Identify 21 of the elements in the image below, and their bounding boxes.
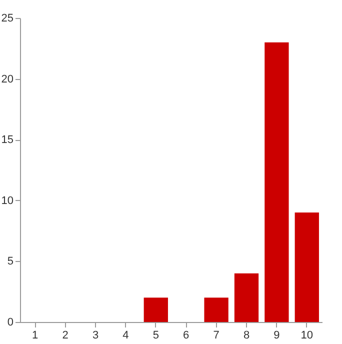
bar bbox=[144, 298, 168, 322]
y-tick-label: 15 bbox=[1, 134, 14, 146]
y-tick-label: 10 bbox=[1, 194, 14, 207]
x-tick-label: 2 bbox=[62, 330, 68, 342]
x-tick-label: 8 bbox=[243, 330, 250, 342]
x-tick-label: 5 bbox=[152, 330, 159, 342]
x-tick-label: 7 bbox=[213, 330, 220, 342]
bar bbox=[294, 212, 319, 322]
y-tick-label: 25 bbox=[1, 12, 14, 24]
y-tick-label: 5 bbox=[7, 256, 14, 268]
bar bbox=[234, 273, 259, 322]
x-tick-label: 1 bbox=[32, 330, 38, 342]
bar bbox=[204, 298, 228, 322]
y-tick-label: 20 bbox=[1, 73, 14, 86]
x-tick-label: 4 bbox=[122, 330, 129, 342]
x-tick-label: 3 bbox=[92, 330, 99, 342]
x-tick-label: 9 bbox=[274, 330, 280, 342]
y-tick-label: 0 bbox=[7, 316, 14, 328]
bar bbox=[264, 42, 289, 322]
x-tick-label: 6 bbox=[183, 330, 190, 342]
x-tick-label: 10 bbox=[300, 330, 314, 342]
